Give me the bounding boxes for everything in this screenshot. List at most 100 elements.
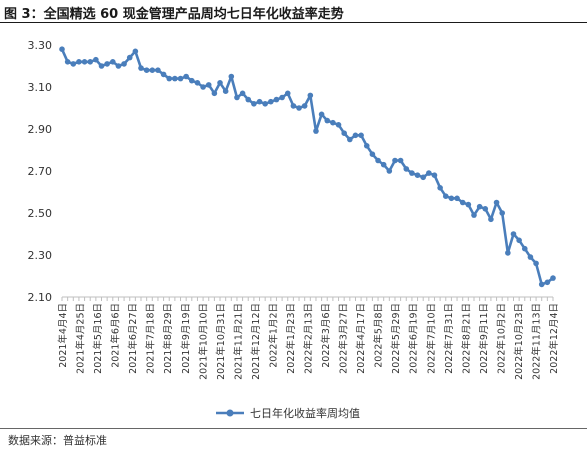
data-point (448, 195, 455, 202)
chart-title: 图 3：全国精选 60 现金管理产品周均七日年化收益率走势 (4, 7, 344, 22)
x-tick-label: 2022年10月23日 (513, 303, 525, 380)
data-point (403, 166, 410, 172)
x-tick-label: 2021年4月4日 (57, 303, 69, 368)
data-point (482, 206, 489, 212)
data-point (87, 59, 94, 65)
data-point (143, 67, 150, 73)
data-point (251, 101, 257, 107)
data-point (533, 260, 539, 267)
x-tick-label: 2022年3月27日 (338, 303, 350, 374)
data-point (510, 231, 517, 237)
x-tick-label: 2022年5月29日 (390, 303, 402, 374)
data-point (189, 77, 195, 84)
data-point (59, 46, 65, 52)
data-point (234, 94, 240, 101)
data-point (172, 75, 178, 82)
data-point (160, 71, 167, 78)
x-tick-label: 2021年10月31日 (215, 303, 227, 380)
data-point (76, 59, 82, 65)
data-point (177, 75, 184, 82)
data-point (205, 82, 212, 88)
data-point (194, 80, 201, 86)
data-point (459, 199, 466, 206)
data-point (138, 65, 144, 71)
y-tick-label: 3.10 (28, 81, 53, 94)
x-tick-label: 2022年1月23日 (285, 303, 297, 374)
data-point (499, 210, 506, 216)
data-point (358, 132, 364, 139)
data-point (538, 281, 545, 288)
data-point (521, 245, 528, 252)
data-point (98, 63, 105, 69)
data-point (121, 61, 127, 67)
y-tick-label: 2.70 (28, 165, 53, 178)
x-tick-label: 2022年7月10日 (425, 303, 437, 374)
data-point (454, 195, 460, 202)
data-point (273, 96, 280, 103)
data-point (211, 90, 218, 97)
data-point (228, 73, 235, 80)
x-tick-label: 2021年8月29日 (162, 303, 174, 374)
x-tick-label: 2022年9月11日 (478, 303, 490, 374)
data-point (409, 170, 415, 176)
data-point (268, 98, 274, 105)
x-tick-label: 2022年8月21日 (460, 303, 472, 374)
x-tick-label: 2021年12月12日 (250, 303, 262, 380)
data-point (183, 73, 189, 80)
data-point (200, 84, 206, 90)
data-point (64, 59, 71, 65)
data-point (488, 216, 494, 223)
data-source-note: 数据来源：普益标准 (8, 434, 107, 447)
data-point (352, 132, 359, 139)
data-point (375, 157, 381, 164)
data-point (465, 201, 472, 208)
x-tick-label: 2021年7月18日 (145, 303, 157, 374)
data-point (245, 96, 252, 103)
data-point (476, 203, 483, 210)
x-tick-label: 2022年1月2日 (267, 303, 279, 368)
x-tick-label: 2022年6月19日 (408, 303, 420, 374)
x-tick-label: 2021年10月10日 (197, 303, 209, 380)
data-point (284, 90, 291, 97)
x-tick-label: 2021年5月16日 (92, 303, 104, 374)
data-point (330, 119, 336, 126)
data-point (442, 193, 449, 199)
line-chart: 2.10 2.30 2.50 2.70 2.90 3.10 3.30 2021年4月4日 202… (28, 39, 561, 420)
data-point (81, 59, 88, 65)
data-point (324, 117, 331, 124)
data-point (126, 54, 133, 61)
legend-label: 七日年化收益率周均值 (250, 406, 360, 420)
data-point (115, 63, 122, 69)
data-point (369, 151, 376, 157)
data-point (239, 90, 246, 97)
footer-divider (0, 428, 587, 429)
data-point (155, 67, 161, 73)
data-point (505, 250, 511, 256)
data-point (392, 157, 398, 164)
data-point (132, 48, 139, 55)
data-point (290, 103, 297, 109)
data-point (341, 130, 347, 136)
data-point (93, 56, 99, 63)
data-point (166, 75, 173, 82)
x-tick-label: 2022年12月4日 (548, 303, 560, 374)
data-point (527, 254, 534, 260)
x-tick-label: 2021年4月25日 (75, 303, 87, 374)
data-point (347, 136, 353, 143)
data-point (301, 103, 308, 109)
data-point (426, 170, 432, 176)
data-point (262, 101, 268, 107)
legend-marker-swatch (226, 409, 234, 417)
data-point (420, 174, 426, 181)
data-point (493, 199, 500, 206)
data-point (149, 67, 156, 73)
data-point (104, 61, 110, 67)
x-tick-label: 2021年6月6日 (110, 303, 122, 368)
data-point (109, 59, 116, 65)
x-tick-label: 2021年11月21日 (232, 303, 244, 380)
x-tick-label: 2022年2月13日 (303, 303, 315, 374)
data-point (279, 94, 285, 101)
data-point (70, 61, 77, 67)
data-point (222, 88, 229, 94)
title-divider (0, 22, 587, 23)
